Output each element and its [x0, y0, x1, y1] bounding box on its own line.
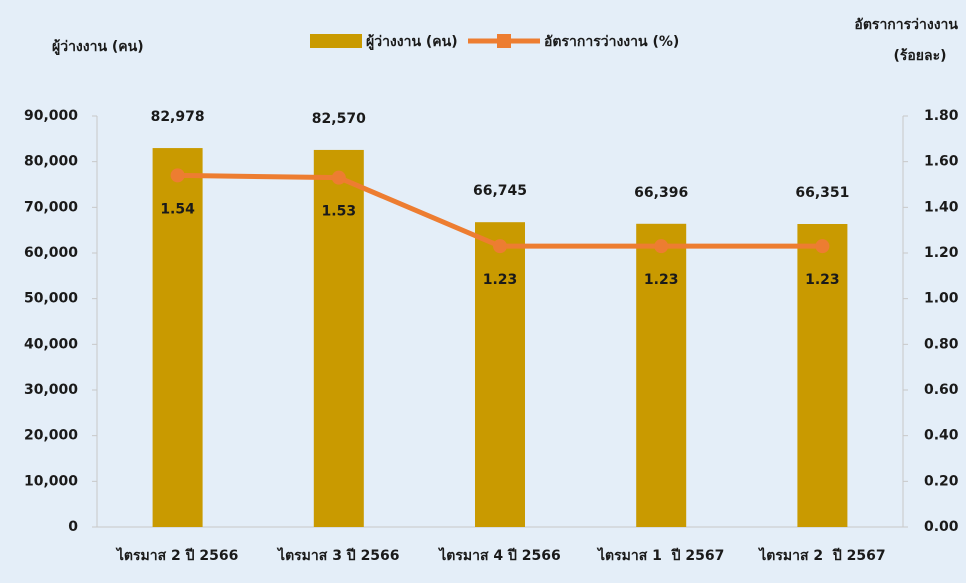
y2-axis-label: (ร้อยละ): [893, 48, 946, 64]
bar-value-label: 66,745: [473, 183, 527, 199]
line-value-label: 1.23: [644, 272, 679, 288]
y2-tick-label: 1.00: [924, 291, 959, 307]
legend-label: อัตราการว่างงาน (%): [544, 34, 679, 50]
x-tick-label: ไตรมาส 4 ปี 2566: [437, 546, 561, 564]
y2-tick-label: 1.60: [924, 154, 959, 170]
line-value-label: 1.54: [160, 201, 195, 217]
bar: [636, 223, 687, 527]
y2-tick-label: 1.80: [924, 108, 959, 124]
line-marker: [654, 239, 669, 254]
y-axis-label: ผู้ว่างงาน (คน): [52, 39, 144, 55]
line-marker: [815, 239, 830, 254]
bar-value-label: 66,351: [795, 185, 849, 201]
y-tick-label: 80,000: [24, 154, 78, 170]
y-tick-label: 20,000: [24, 428, 78, 444]
y-tick-label: 0: [68, 519, 78, 535]
y-tick-label: 90,000: [24, 108, 78, 124]
y-tick-label: 60,000: [24, 245, 78, 261]
line-value-label: 1.23: [805, 272, 840, 288]
y2-tick-label: 0.00: [924, 519, 959, 535]
bar: [797, 223, 848, 527]
y2-axis-label: อัตราการว่างงาน: [854, 17, 958, 33]
x-tick-label: ไตรมาส 3 ปี 2566: [276, 546, 400, 564]
bar-value-label: 66,396: [634, 185, 688, 201]
y-tick-label: 30,000: [24, 382, 78, 398]
y2-tick-label: 0.80: [924, 336, 959, 352]
line-marker: [170, 168, 185, 183]
line-value-label: 1.53: [322, 204, 357, 220]
y-tick-label: 70,000: [24, 199, 78, 215]
legend-swatch: [497, 34, 511, 48]
y2-tick-label: 1.40: [924, 199, 959, 215]
y2-tick-label: 0.40: [924, 428, 959, 444]
legend-swatch: [310, 34, 362, 48]
bar: [475, 222, 525, 528]
y2-tick-label: 0.20: [924, 473, 959, 489]
y-tick-label: 50,000: [24, 291, 78, 307]
line-marker: [331, 170, 346, 185]
y-tick-label: 40,000: [24, 336, 78, 352]
bar: [152, 148, 203, 527]
line-value-label: 1.23: [483, 272, 518, 288]
y2-tick-label: 0.60: [924, 382, 959, 398]
y-tick-label: 10,000: [24, 473, 78, 489]
line-marker: [493, 239, 507, 254]
x-tick-label: ไตรมาส 2 ปี 2566: [115, 546, 239, 564]
bar-value-label: 82,978: [151, 109, 205, 125]
x-tick-label: ไตรมาส 2 ปี 2567: [757, 546, 885, 564]
bar-value-label: 82,570: [312, 111, 366, 127]
y2-tick-label: 1.20: [924, 245, 959, 261]
x-tick-label: ไตรมาส 1 ปี 2567: [596, 546, 724, 564]
bar: [313, 149, 364, 527]
legend-label: ผู้ว่างงาน (คน): [366, 34, 458, 50]
